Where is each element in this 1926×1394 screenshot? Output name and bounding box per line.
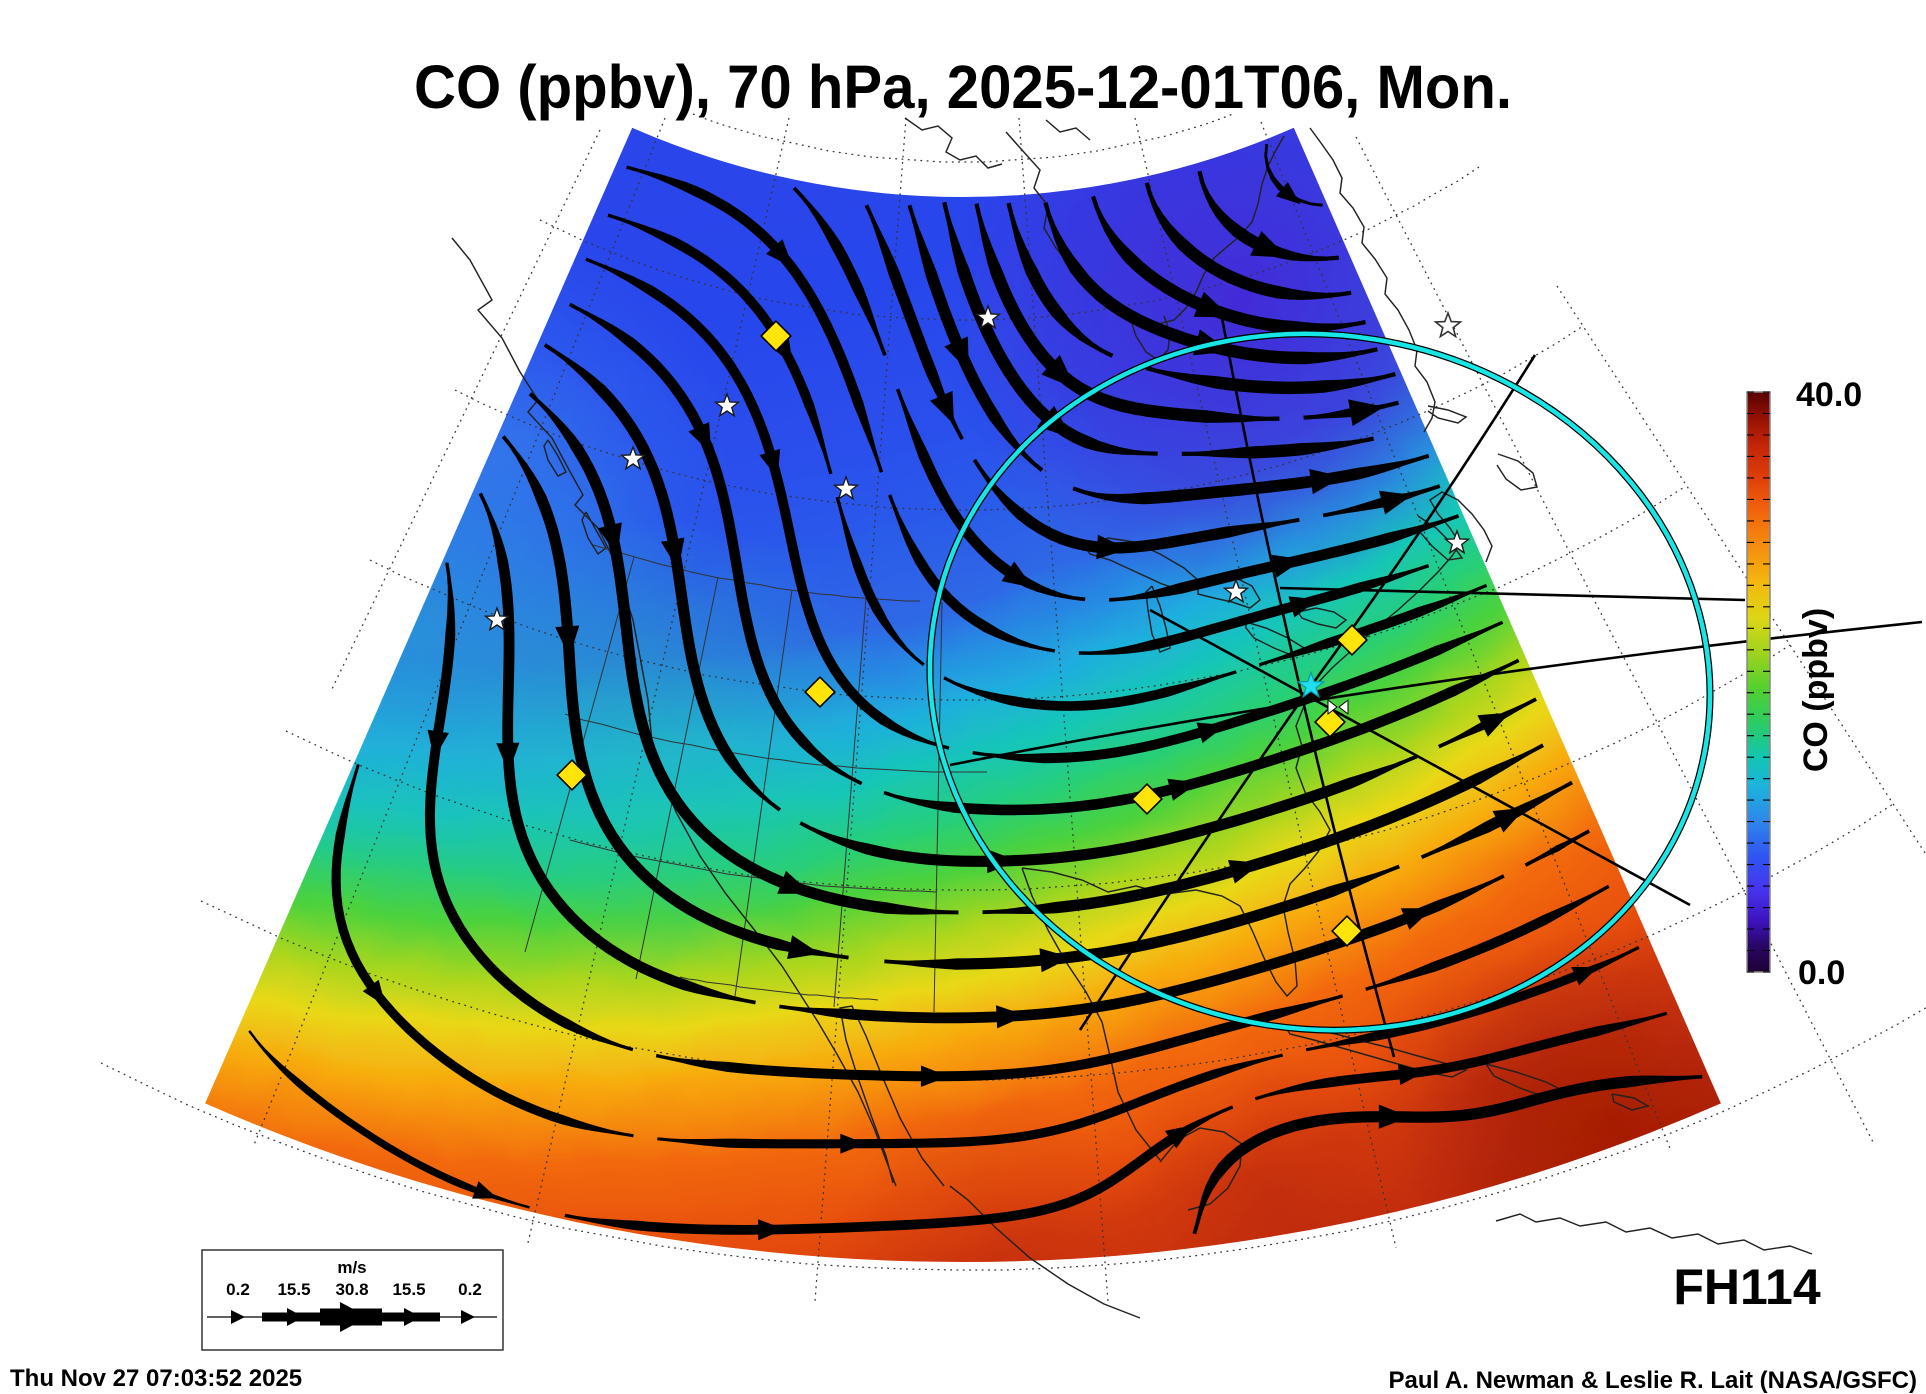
svg-text:30.8: 30.8 bbox=[335, 1280, 368, 1299]
svg-text:CO (ppbv): CO (ppbv) bbox=[1797, 608, 1835, 772]
svg-text:40.0: 40.0 bbox=[1796, 376, 1862, 414]
svg-text:Paul A. Newman & Leslie R. Lai: Paul A. Newman & Leslie R. Lait (NASA/GS… bbox=[1388, 1367, 1917, 1394]
svg-text:15.5: 15.5 bbox=[392, 1280, 425, 1299]
svg-text:FH114: FH114 bbox=[1673, 1259, 1821, 1315]
svg-text:0.2: 0.2 bbox=[458, 1280, 482, 1299]
svg-text:Thu Nov 27 07:03:52 2025: Thu Nov 27 07:03:52 2025 bbox=[10, 1365, 302, 1392]
svg-text:m/s: m/s bbox=[337, 1258, 366, 1277]
svg-text:0.0: 0.0 bbox=[1798, 954, 1845, 992]
svg-text:0.2: 0.2 bbox=[226, 1280, 250, 1299]
svg-text:15.5: 15.5 bbox=[277, 1280, 310, 1299]
svg-text:CO (ppbv), 70 hPa, 2025-12-01T: CO (ppbv), 70 hPa, 2025-12-01T06, Mon. bbox=[414, 53, 1512, 121]
